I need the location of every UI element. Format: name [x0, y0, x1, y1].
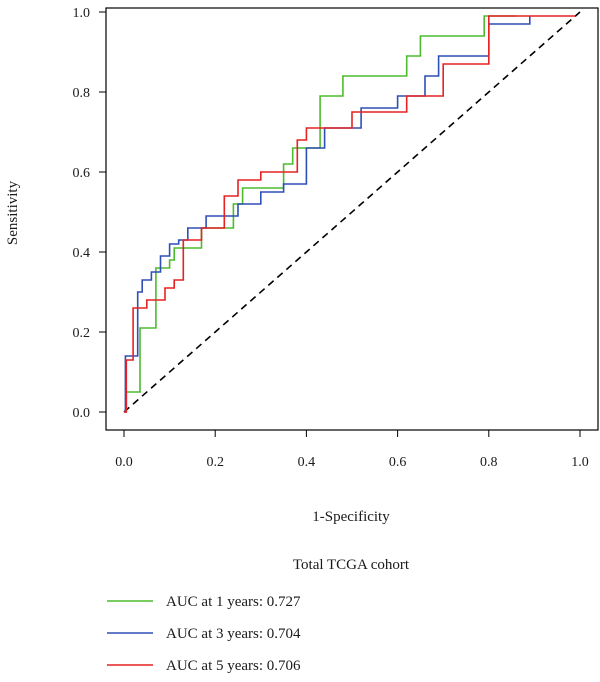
- y-tick-label: 0.8: [73, 86, 91, 101]
- legend: Total TCGA cohort AUC at 1 years: 0.727 A…: [107, 557, 410, 674]
- reference-diagonal-line: [123, 11, 581, 413]
- y-tick-label: 0.0: [73, 406, 91, 421]
- plot-frame: [105, 7, 599, 431]
- y-axis-title: Sensitivity: [5, 180, 21, 245]
- legend-label-1: AUC at 1 years: 0.727: [166, 594, 301, 610]
- axes: 0.0 0.2 0.4 0.6 0.8 1.0 0.0 0.2 0.4 0.6 0.8 1.0: [73, 6, 599, 470]
- plot-area: [123, 11, 581, 413]
- x-tick-label: 0.0: [115, 455, 133, 470]
- x-tick-label: 0.8: [480, 455, 498, 470]
- x-tick-label: 0.4: [298, 455, 316, 470]
- x-axis-title: 1-Specificity: [312, 509, 390, 525]
- y-tick-label: 0.2: [73, 326, 91, 341]
- x-tick-label: 0.6: [389, 455, 407, 470]
- x-tick-label: 1.0: [571, 455, 589, 470]
- y-tick-label: 0.4: [73, 246, 91, 261]
- roc-series-line-1: [124, 15, 517, 413]
- legend-label-2: AUC at 3 years: 0.704: [166, 626, 301, 642]
- y-tick-label: 1.0: [73, 6, 91, 21]
- x-tick-label: 0.2: [206, 455, 224, 470]
- legend-title: Total TCGA cohort: [293, 557, 410, 573]
- roc-series-line-2: [124, 16, 531, 413]
- y-tick-label: 0.6: [73, 166, 91, 181]
- roc-series-line-3: [124, 15, 576, 413]
- legend-label-3: AUC at 5 years: 0.706: [166, 658, 301, 674]
